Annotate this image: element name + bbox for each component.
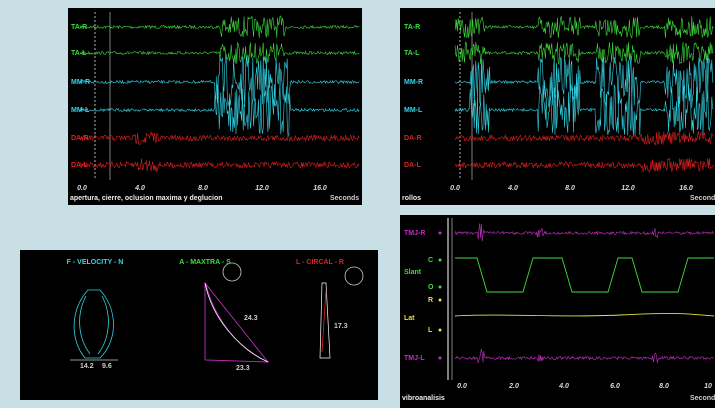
measure-label: 24.3 bbox=[244, 315, 258, 322]
measure-label: 17.3 bbox=[334, 323, 348, 330]
panel-caption: vibroanalisis bbox=[402, 395, 445, 402]
view-title: L - CIRCAL - R bbox=[296, 259, 344, 266]
x-tick-label: 4.0 bbox=[558, 383, 569, 390]
channel-label: MM-R bbox=[404, 79, 423, 86]
face-icon bbox=[344, 266, 364, 286]
frontal-trace bbox=[73, 289, 114, 359]
channel-label: TMJ-R bbox=[404, 230, 425, 237]
x-tick-label: 2.0 bbox=[508, 383, 519, 390]
signal-trace bbox=[454, 223, 714, 242]
panel-caption: apertura, cierre, oclusion maxima y degl… bbox=[70, 195, 223, 202]
jaw-panel bbox=[20, 250, 378, 400]
channel-label: L bbox=[428, 327, 433, 334]
channel-label: MM-R bbox=[71, 79, 90, 86]
x-tick-label: 16.0 bbox=[679, 185, 693, 192]
signal-trace bbox=[454, 84, 714, 136]
x-tick-label: 6.0 bbox=[610, 383, 620, 390]
vibro-panel bbox=[400, 215, 715, 408]
channel-label: TA-R bbox=[71, 24, 87, 31]
signal-trace bbox=[79, 158, 360, 173]
x-tick-label: 10 bbox=[704, 383, 712, 390]
channel-label: O bbox=[428, 284, 434, 291]
channel-dot bbox=[438, 356, 442, 360]
signal-trace bbox=[454, 15, 714, 39]
measure-label: 9.6 bbox=[102, 363, 112, 370]
x-tick-label: 8.0 bbox=[198, 185, 208, 192]
channel-dot bbox=[438, 258, 442, 262]
x-tick-label: 0.0 bbox=[457, 383, 467, 390]
panel-caption: rollos bbox=[402, 195, 421, 202]
channel-label: MM-L bbox=[71, 107, 90, 114]
measure-label: 23.3 bbox=[236, 365, 250, 372]
x-tick-label: 4.0 bbox=[507, 185, 518, 192]
signal-trace bbox=[454, 130, 714, 146]
channel-dot bbox=[438, 328, 442, 332]
emg-panel-1 bbox=[68, 8, 362, 205]
signal-trace bbox=[454, 348, 714, 364]
channel-dot bbox=[438, 285, 442, 289]
x-tick-label: 0.0 bbox=[77, 185, 87, 192]
channel-label: TA-L bbox=[404, 50, 420, 57]
channel-label: DA-L bbox=[404, 162, 421, 169]
channel-label: TA-R bbox=[404, 24, 420, 31]
channel-label: DA-R bbox=[71, 135, 89, 142]
signal-trace bbox=[79, 15, 360, 38]
signal-trace bbox=[79, 130, 360, 145]
signal-trace bbox=[80, 41, 360, 64]
channel-label: C bbox=[428, 257, 433, 264]
signal-trace bbox=[454, 55, 714, 108]
lateral-trace bbox=[319, 282, 331, 359]
signal-trace bbox=[79, 84, 360, 137]
axis-unit: Seconds bbox=[690, 395, 715, 402]
x-tick-label: 12.0 bbox=[255, 185, 269, 192]
view-title: A - MAXTRA - S bbox=[179, 259, 231, 266]
vertical-trace bbox=[455, 257, 714, 293]
channel-label: TA-L bbox=[71, 50, 87, 57]
lateral-trace bbox=[454, 313, 715, 317]
measure-label: 14.2 bbox=[80, 363, 94, 370]
x-tick-label: 0.0 bbox=[450, 185, 460, 192]
x-tick-label: 4.0 bbox=[134, 185, 145, 192]
view-title: F - VELOCITY - N bbox=[67, 259, 124, 266]
channel-label: DA-R bbox=[404, 135, 422, 142]
channel-dot bbox=[438, 231, 442, 235]
channel-label: TMJ-L bbox=[404, 355, 425, 362]
axis-unit: Seconds bbox=[690, 195, 715, 202]
lateral-trace bbox=[321, 289, 327, 353]
channel-label: Slant bbox=[404, 269, 422, 276]
sagittal-trace bbox=[204, 282, 269, 363]
head-icon bbox=[222, 262, 242, 282]
x-tick-label: 8.0 bbox=[565, 185, 575, 192]
signal-trace bbox=[79, 55, 360, 108]
channel-label: R bbox=[428, 297, 433, 304]
channel-label: DA-L bbox=[71, 162, 88, 169]
x-tick-label: 12.0 bbox=[621, 185, 635, 192]
signal-trace bbox=[454, 41, 714, 66]
channel-label: Lat bbox=[404, 315, 415, 322]
axis-unit: Seconds bbox=[330, 195, 359, 202]
channel-dot bbox=[438, 298, 442, 302]
x-tick-label: 16.0 bbox=[313, 185, 327, 192]
signal-trace bbox=[454, 157, 714, 173]
x-tick-label: 8.0 bbox=[659, 383, 669, 390]
channel-label: MM-L bbox=[404, 107, 423, 114]
